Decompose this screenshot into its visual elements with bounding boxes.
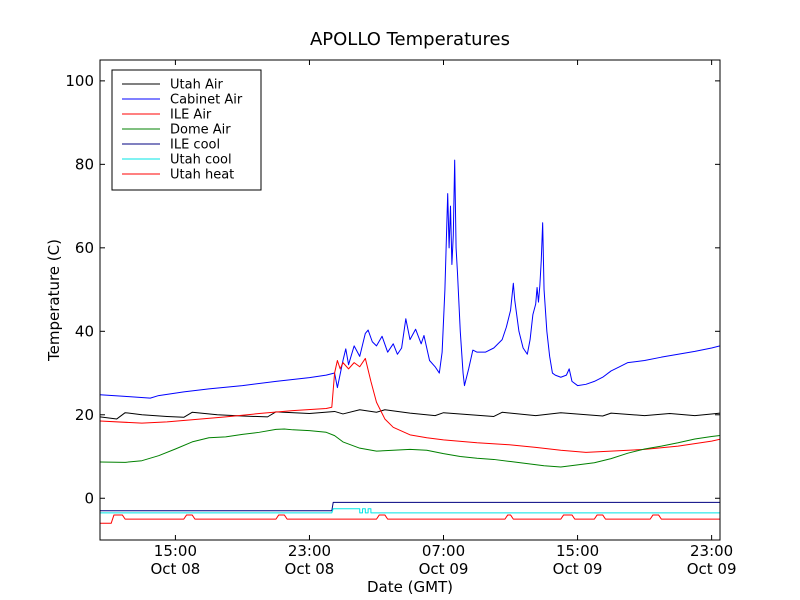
x-tick-label-time: 23:00 bbox=[288, 542, 331, 560]
x-tick-label-time: 23:00 bbox=[690, 542, 733, 560]
plot-frame bbox=[99, 59, 721, 541]
x-tick-label-date: Oct 08 bbox=[151, 560, 201, 578]
x-tick-label-time: 15:00 bbox=[154, 542, 197, 560]
x-tick-label-date: Oct 09 bbox=[419, 560, 469, 578]
series-line-ile-air bbox=[100, 357, 720, 453]
legend-label: Dome Air bbox=[170, 123, 231, 138]
legend-label: Utah cool bbox=[170, 153, 232, 168]
x-axis-label: Date (GMT) bbox=[367, 578, 453, 596]
x-tick-label-date: Oct 08 bbox=[285, 560, 335, 578]
series-line-ile-cool bbox=[100, 501, 720, 512]
x-tick-label-time: 15:00 bbox=[556, 542, 599, 560]
y-tick-label: 60 bbox=[75, 239, 94, 257]
legend-label: Utah heat bbox=[170, 168, 234, 183]
y-tick-label: 20 bbox=[75, 406, 94, 424]
chart-title: APOLLO Temperatures bbox=[310, 29, 510, 50]
legend-label: ILE Air bbox=[170, 108, 212, 123]
legend-box bbox=[111, 69, 262, 191]
legend-label: Utah Air bbox=[170, 78, 223, 93]
legend-label: ILE cool bbox=[170, 138, 220, 153]
series-line-utah-cool bbox=[100, 508, 720, 514]
series-layer bbox=[100, 159, 720, 524]
series-line-cabinet-air bbox=[100, 159, 720, 399]
y-axis-label: Temperature (C) bbox=[45, 239, 63, 362]
x-tick-label-date: Oct 09 bbox=[553, 560, 603, 578]
y-tick-label: 0 bbox=[84, 489, 94, 507]
y-tick-label: 40 bbox=[75, 322, 94, 340]
y-tick-label: 100 bbox=[65, 72, 94, 90]
legend-label: Cabinet Air bbox=[170, 93, 243, 108]
series-line-dome-air bbox=[100, 428, 720, 468]
y-tick-label: 80 bbox=[75, 155, 94, 173]
x-tick-label-date: Oct 09 bbox=[687, 560, 737, 578]
series-line-utah-heat bbox=[100, 514, 720, 524]
x-tick-label-time: 07:00 bbox=[422, 542, 465, 560]
